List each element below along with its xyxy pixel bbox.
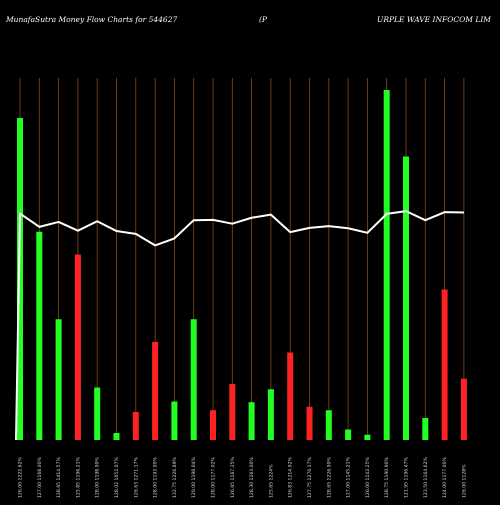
- bar-inflow: [190, 319, 197, 440]
- x-tick-label: 125.65 1224%: [268, 464, 274, 498]
- x-tick-label: 128.00 1198.99%: [95, 456, 101, 498]
- bar-inflow: [403, 156, 409, 440]
- bar-inflow: [36, 231, 43, 440]
- x-tick-label: 126.63 1271.17%: [133, 456, 139, 498]
- x-tick-label: 121.95 1196.47%: [404, 456, 410, 498]
- x-tick-label: 124.00 1177.00%: [442, 456, 448, 498]
- bar-inflow: [345, 429, 352, 440]
- bar-inflow: [94, 387, 101, 440]
- bar-inflow: [383, 90, 390, 440]
- bar-layer: [17, 90, 467, 440]
- x-tick-label: 126.65 1167.25%: [230, 456, 236, 498]
- bar-outflow: [210, 410, 216, 440]
- bar-inflow: [248, 402, 255, 440]
- x-tick-label: 126.00 1128%: [461, 464, 467, 498]
- x-tick-label: 125.85 1196.21%: [75, 456, 81, 498]
- x-tick-label: 127.75 1276.17%: [307, 456, 313, 498]
- x-tick-label: 129.00 1198.04%: [191, 456, 197, 498]
- bar-outflow: [460, 378, 467, 440]
- bar-outflow: [229, 384, 236, 440]
- x-tick-label: 128.65 1414.57%: [56, 456, 62, 498]
- x-tick-label: 126.00 1142.25%: [365, 456, 371, 498]
- bar-inflow: [55, 319, 62, 440]
- bar-inflow: [267, 389, 274, 440]
- bar-outflow: [152, 342, 159, 440]
- x-tick-label: 123.50 1164.62%: [423, 456, 429, 498]
- x-tick-label: 128.65 1226.99%: [326, 456, 332, 498]
- bar-inflow: [325, 410, 332, 440]
- bar-outflow: [132, 412, 139, 440]
- bar-outflow: [74, 254, 81, 440]
- bar-inflow: [364, 434, 371, 440]
- x-tick-label: 128.30 1263.00%: [249, 456, 255, 498]
- bar-inflow: [17, 118, 23, 440]
- money-flow-line: [15, 210, 464, 441]
- bar-inflow: [171, 401, 178, 440]
- x-tick-label: 128.00 1177.02%: [211, 456, 217, 498]
- x-tick-label: 128.75 1190.90%: [384, 456, 390, 498]
- x-tick-label: 127.00 1145.21%: [346, 456, 352, 498]
- x-tick-label: 132.75 1226.69%: [172, 456, 178, 498]
- bar-outflow: [441, 289, 448, 440]
- x-tick-label: 127.00 1168.00%: [37, 456, 43, 498]
- bar-outflow: [287, 352, 294, 440]
- x-tick-label: 126.00 1222.62%: [18, 456, 24, 498]
- line-layer: [15, 210, 464, 441]
- bar-inflow: [422, 417, 429, 440]
- chart-title: MunafaSutra Money Flow Charts for 544627: [5, 15, 177, 24]
- bar-inflow: [113, 433, 120, 440]
- company-name-right: URPLE WAVE INFOCOM LIM: [377, 15, 491, 24]
- tick-layer: 126.00 1222.62% 127.00 1168.00% 128.65 141…: [18, 456, 468, 498]
- company-name-left: (P: [259, 15, 268, 24]
- bar-outflow: [306, 406, 313, 440]
- x-tick-label: 126.83 1214.92%: [288, 456, 294, 498]
- x-tick-label: 128.00 1193.00%: [153, 456, 159, 498]
- x-tick-label: 128.02 1052.07%: [114, 456, 120, 498]
